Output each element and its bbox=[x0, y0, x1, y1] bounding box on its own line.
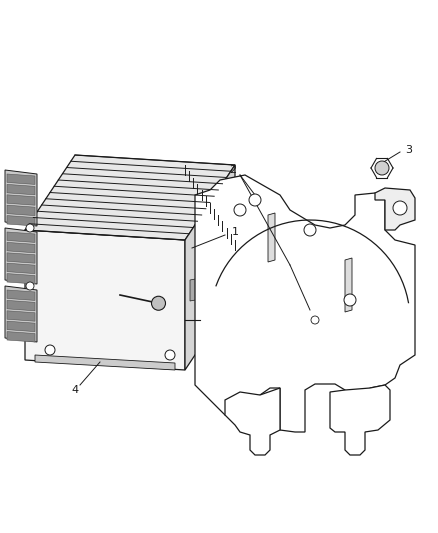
Text: 1: 1 bbox=[231, 227, 238, 237]
Polygon shape bbox=[7, 263, 35, 273]
Polygon shape bbox=[184, 165, 234, 370]
Polygon shape bbox=[25, 230, 184, 370]
Polygon shape bbox=[35, 355, 175, 370]
Circle shape bbox=[374, 161, 388, 175]
Polygon shape bbox=[7, 321, 35, 332]
Text: 2: 2 bbox=[229, 165, 236, 175]
Circle shape bbox=[248, 194, 261, 206]
Text: 4: 4 bbox=[71, 385, 78, 395]
Polygon shape bbox=[7, 243, 35, 253]
Circle shape bbox=[26, 282, 34, 290]
Circle shape bbox=[151, 296, 165, 310]
Polygon shape bbox=[25, 155, 234, 240]
Circle shape bbox=[165, 350, 175, 360]
Polygon shape bbox=[190, 277, 205, 301]
Polygon shape bbox=[329, 385, 389, 455]
Polygon shape bbox=[7, 290, 35, 301]
Circle shape bbox=[303, 224, 315, 236]
Polygon shape bbox=[194, 175, 414, 432]
Polygon shape bbox=[7, 332, 35, 342]
Polygon shape bbox=[7, 216, 35, 226]
Polygon shape bbox=[5, 228, 37, 284]
Circle shape bbox=[310, 316, 318, 324]
Polygon shape bbox=[5, 286, 37, 342]
Circle shape bbox=[392, 201, 406, 215]
Polygon shape bbox=[267, 213, 274, 262]
Polygon shape bbox=[7, 184, 35, 195]
Polygon shape bbox=[7, 273, 35, 284]
Polygon shape bbox=[7, 232, 35, 243]
Polygon shape bbox=[7, 205, 35, 216]
Text: 3: 3 bbox=[404, 145, 411, 155]
Polygon shape bbox=[212, 277, 227, 301]
Polygon shape bbox=[7, 253, 35, 263]
Circle shape bbox=[45, 345, 55, 355]
Polygon shape bbox=[225, 388, 279, 455]
Polygon shape bbox=[7, 174, 35, 184]
Polygon shape bbox=[7, 311, 35, 321]
Circle shape bbox=[233, 204, 245, 216]
Circle shape bbox=[26, 224, 34, 232]
Polygon shape bbox=[374, 188, 414, 230]
Polygon shape bbox=[7, 301, 35, 311]
Polygon shape bbox=[5, 170, 37, 226]
Polygon shape bbox=[7, 195, 35, 205]
Polygon shape bbox=[344, 258, 351, 312]
Circle shape bbox=[343, 294, 355, 306]
